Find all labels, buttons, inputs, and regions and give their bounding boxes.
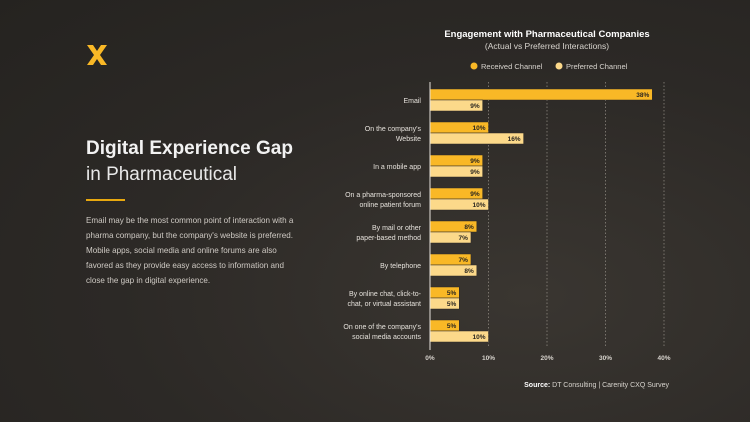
description-text: Email may be the most common point of in… bbox=[86, 216, 294, 285]
data-label: 38% bbox=[636, 92, 649, 99]
category-label: By telephone bbox=[380, 263, 421, 270]
category-label: chat, or virtual assistant bbox=[347, 301, 421, 308]
page-subtitle: in Pharmaceutical bbox=[86, 164, 238, 185]
x-tick-label: 40% bbox=[657, 355, 670, 362]
category-label: On one of the company's bbox=[343, 324, 421, 331]
category-label: paper-based method bbox=[356, 235, 421, 242]
legend-label: Received Channel bbox=[481, 62, 543, 71]
x-tick-label: 0% bbox=[425, 355, 435, 362]
data-label: 10% bbox=[472, 334, 485, 341]
x-tick-label: 20% bbox=[540, 355, 553, 362]
category-label: By mail or other bbox=[372, 225, 422, 232]
data-label: 10% bbox=[472, 202, 485, 209]
source-note: Source: DT Consulting | Carenity CXQ Sur… bbox=[524, 382, 669, 389]
legend-marker bbox=[555, 62, 563, 70]
x-tick-label: 30% bbox=[599, 355, 612, 362]
legend-label: Preferred Channel bbox=[566, 62, 628, 71]
data-label: 5% bbox=[447, 301, 457, 308]
data-label: 8% bbox=[464, 224, 474, 231]
bar bbox=[429, 88, 653, 101]
data-label: 16% bbox=[508, 136, 521, 143]
category-label: By online chat, click-to- bbox=[349, 291, 422, 298]
data-label: 5% bbox=[447, 323, 457, 330]
category-label: social media accounts bbox=[352, 334, 421, 341]
category-label: online patient forum bbox=[360, 202, 422, 209]
chart-title: Engagement with Pharmaceutical Companies bbox=[444, 29, 649, 40]
page-title: Digital Experience Gap bbox=[86, 138, 293, 159]
data-label: 9% bbox=[470, 169, 480, 176]
category-label: In a mobile app bbox=[373, 164, 421, 171]
brand-logo-x-icon bbox=[87, 45, 107, 65]
source-label: Source: bbox=[524, 382, 552, 389]
legend-marker bbox=[470, 62, 478, 70]
data-label: 7% bbox=[459, 257, 469, 264]
data-label: 5% bbox=[447, 290, 457, 297]
category-label: On the company's bbox=[365, 126, 422, 133]
data-label: 8% bbox=[464, 268, 474, 275]
data-label: 7% bbox=[459, 235, 469, 242]
data-label: 9% bbox=[470, 158, 480, 165]
category-label: Website bbox=[396, 136, 421, 143]
data-label: 10% bbox=[472, 125, 485, 132]
divider bbox=[86, 199, 125, 201]
data-label: 9% bbox=[470, 103, 480, 110]
source-text: DT Consulting | Carenity CXQ Survey bbox=[552, 382, 669, 389]
x-tick-label: 10% bbox=[482, 355, 495, 362]
category-label: On a pharma-sponsored bbox=[345, 192, 421, 199]
category-label: Email bbox=[403, 98, 421, 105]
data-label: 9% bbox=[470, 191, 480, 198]
chart-subtitle: (Actual vs Preferred Interactions) bbox=[485, 41, 609, 51]
